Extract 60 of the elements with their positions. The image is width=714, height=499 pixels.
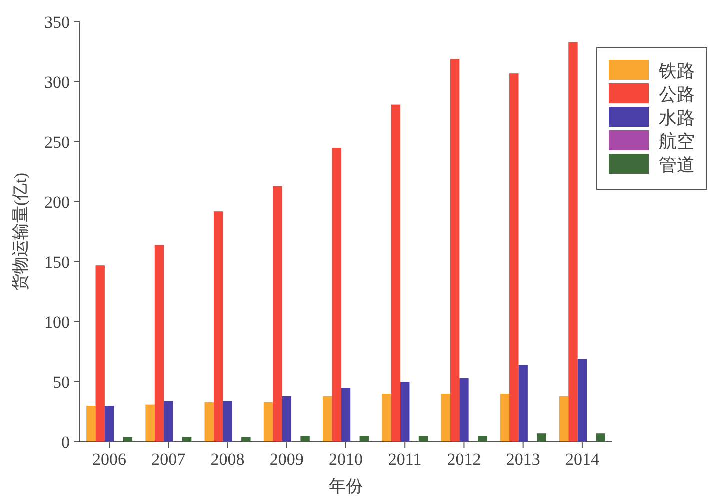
bar bbox=[96, 266, 105, 442]
bar bbox=[300, 436, 310, 442]
bar bbox=[450, 59, 460, 442]
bar bbox=[510, 74, 519, 442]
x-axis-title: 年份 bbox=[329, 477, 363, 496]
bar bbox=[273, 186, 282, 442]
bar bbox=[460, 378, 469, 442]
y-axis-title: 货物运输量(亿t) bbox=[11, 172, 30, 292]
x-tick-label: 2012 bbox=[447, 450, 482, 469]
bar bbox=[146, 404, 155, 442]
bar bbox=[441, 394, 450, 442]
bar bbox=[154, 245, 164, 442]
y-tick-label: 100 bbox=[44, 313, 70, 332]
y-tick-label: 50 bbox=[53, 373, 70, 392]
bar bbox=[578, 359, 588, 442]
bar bbox=[164, 401, 174, 442]
bar bbox=[518, 365, 528, 442]
bar bbox=[400, 382, 410, 442]
bar bbox=[596, 434, 606, 442]
x-tick-label: 2006 bbox=[92, 450, 127, 469]
x-tick-label: 2010 bbox=[329, 450, 363, 469]
x-tick-label: 2011 bbox=[388, 450, 422, 469]
bar bbox=[242, 437, 251, 442]
y-tick-label: 300 bbox=[44, 73, 70, 92]
bar bbox=[323, 396, 332, 442]
y-tick-label: 250 bbox=[44, 133, 70, 152]
y-tick-label: 350 bbox=[44, 13, 70, 32]
bar bbox=[104, 406, 114, 442]
x-tick-label: 2009 bbox=[270, 450, 304, 469]
bar bbox=[500, 394, 510, 442]
bar bbox=[223, 401, 232, 442]
bar bbox=[214, 212, 224, 442]
bar bbox=[341, 388, 351, 442]
bar bbox=[86, 406, 96, 442]
bar bbox=[264, 402, 274, 442]
bar bbox=[568, 42, 578, 442]
bar bbox=[204, 402, 214, 442]
legend-label: 铁路 bbox=[658, 61, 695, 81]
legend-label: 水路 bbox=[659, 108, 695, 128]
legend-label: 管道 bbox=[659, 155, 695, 175]
legend-label: 公路 bbox=[659, 84, 695, 104]
bar bbox=[478, 436, 488, 442]
x-tick-label: 2013 bbox=[506, 450, 540, 469]
bar bbox=[182, 437, 192, 442]
bar bbox=[537, 434, 546, 442]
y-tick-label: 200 bbox=[44, 193, 70, 212]
bar bbox=[559, 396, 569, 442]
bar bbox=[282, 396, 292, 442]
bar bbox=[123, 437, 133, 442]
y-tick-label: 150 bbox=[44, 253, 70, 272]
bar bbox=[382, 394, 392, 442]
x-tick-label: 2008 bbox=[210, 450, 245, 469]
bar bbox=[332, 148, 342, 442]
bar bbox=[360, 436, 369, 442]
bar bbox=[391, 104, 401, 442]
bar bbox=[418, 436, 428, 442]
legend-label: 航空 bbox=[659, 132, 695, 152]
x-tick-label: 2007 bbox=[152, 450, 186, 469]
y-tick-label: 0 bbox=[62, 433, 70, 452]
x-tick-label: 2014 bbox=[565, 450, 600, 469]
